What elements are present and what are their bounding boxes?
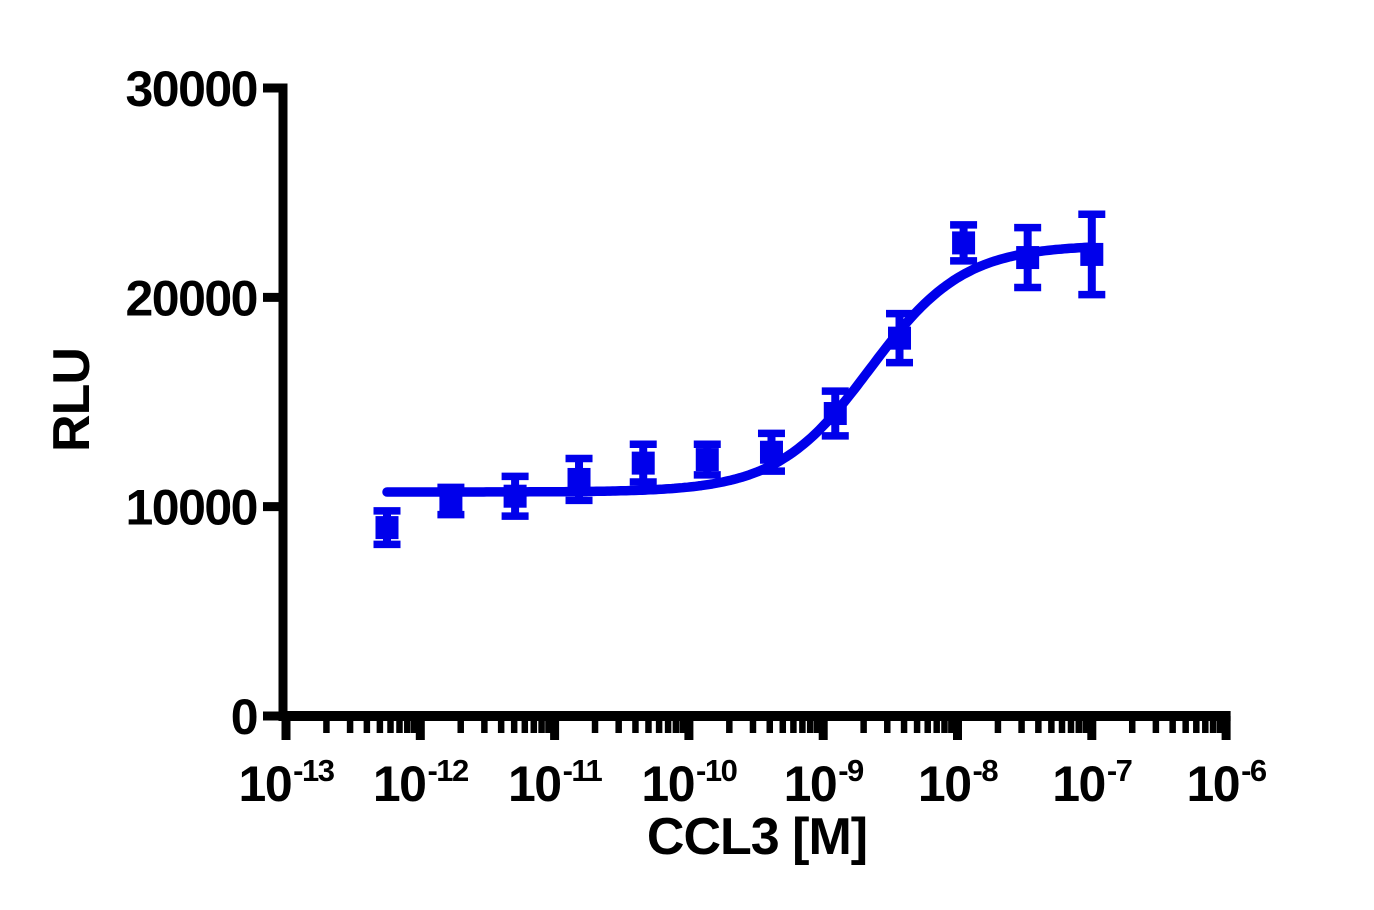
y-tick-label: 0 bbox=[231, 689, 257, 745]
data-point-marker bbox=[631, 451, 655, 475]
data-point-marker bbox=[439, 489, 463, 513]
data-point-marker bbox=[759, 440, 783, 464]
x-tick-label: 10-12 bbox=[373, 753, 468, 812]
y-tick-label: 20000 bbox=[125, 270, 257, 326]
data-point-marker bbox=[503, 484, 527, 508]
x-tick-label: 10-9 bbox=[784, 753, 864, 812]
y-axis-title: RLU bbox=[43, 348, 101, 452]
y-tick-label: 30000 bbox=[125, 61, 257, 117]
x-tick-label: 10-6 bbox=[1186, 753, 1266, 812]
x-axis-title: CCL3 [M] bbox=[646, 808, 868, 866]
data-point-marker bbox=[952, 231, 976, 255]
data-point-marker bbox=[1080, 242, 1104, 266]
fit-curve bbox=[382, 242, 1096, 497]
y-tick-label: 10000 bbox=[125, 480, 257, 536]
data-point-marker bbox=[375, 516, 399, 540]
data-point-marker bbox=[695, 448, 719, 472]
data-point-marker bbox=[1016, 246, 1040, 270]
x-tick-label: 10-11 bbox=[508, 753, 602, 812]
data-point-marker bbox=[823, 402, 847, 426]
x-tick-label: 10-7 bbox=[1052, 753, 1131, 812]
data-point-marker bbox=[888, 326, 912, 350]
x-tick-label: 10-13 bbox=[239, 753, 335, 812]
x-tick-label: 10-8 bbox=[918, 753, 998, 812]
x-tick-label: 10-10 bbox=[641, 753, 736, 812]
data-point-marker bbox=[567, 467, 591, 491]
